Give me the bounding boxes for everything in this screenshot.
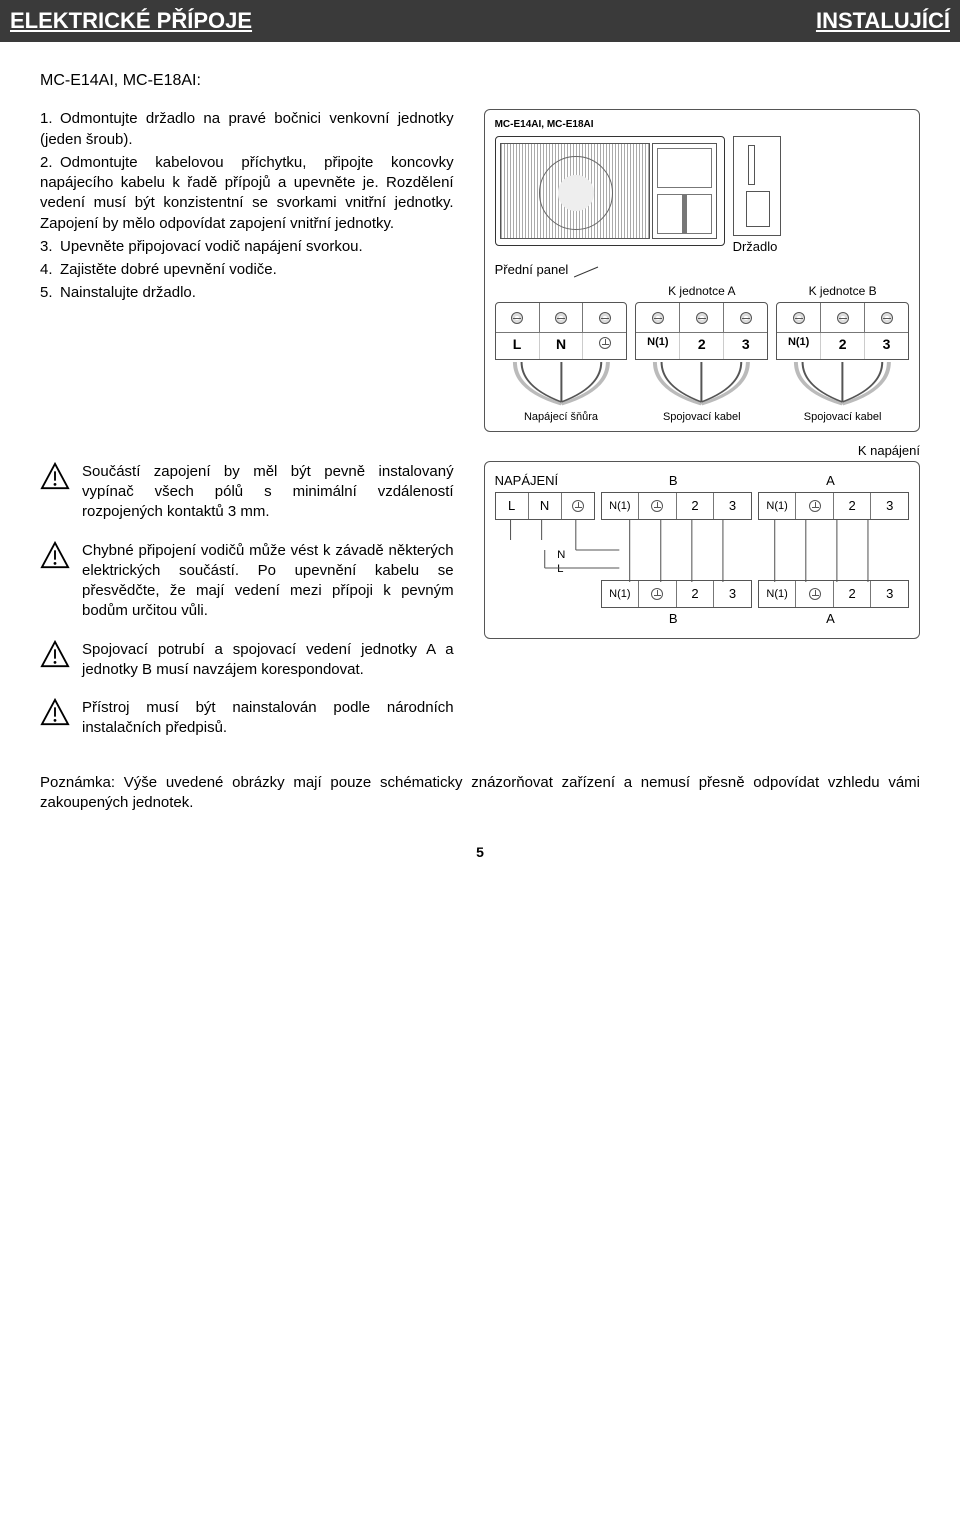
col-b-label: B [595, 472, 752, 490]
col-a-label: A [752, 472, 909, 490]
service-cover-icon [652, 143, 717, 239]
outdoor-unit-icon [495, 136, 725, 246]
footnote: Poznámka: Výše uvedené obrázky mají pouz… [40, 773, 920, 814]
term-b-3: 3 [865, 333, 908, 359]
warning-4: Přístroj musí být nainstalován podle nár… [40, 698, 454, 739]
terminal-unit-b: K jednotce B N(1) 2 3 [776, 283, 909, 360]
page-number: 5 [40, 843, 920, 862]
top-strip-power: L N [495, 492, 595, 520]
page-content: MC-E14AI, MC-E18AI: 1.Odmontujte držadlo… [0, 42, 960, 882]
cable-icon [635, 362, 768, 408]
wiring-diagram: NAPÁJENÍ B A L N N(1) 2 3 [484, 461, 920, 638]
warning-3: Spojovací potrubí a spojovací vedení jed… [40, 640, 454, 681]
cable-icon [495, 362, 628, 408]
terminal-row: L N K jednotce A [495, 283, 909, 360]
warnings-block: Součástí zapojení by měl být pevně insta… [40, 462, 454, 739]
top-strip-a: N(1) 2 3 [758, 492, 909, 520]
bot-a-label: A [826, 610, 835, 628]
term-N: N [540, 333, 584, 359]
instruction-list: 1.Odmontujte držadlo na pravé bočnici ve… [40, 109, 454, 303]
step-3: 3.Upevněte připojovací vodič napájení sv… [40, 237, 454, 257]
step-1: 1.Odmontujte držadlo na pravé bočnici ve… [40, 109, 454, 150]
term-L: L [496, 333, 540, 359]
diagram-column: MC-E14AI, MC-E18AI Držadlo Přední panel [484, 109, 920, 432]
diagram-model-label: MC-E14AI, MC-E18AI [495, 118, 909, 132]
term-gnd [583, 333, 626, 359]
term-a-2: 2 [680, 333, 724, 359]
term-b-n1: N(1) [777, 333, 821, 359]
cable-label-a: Spojovací kabel [635, 410, 768, 425]
term-a-n1: N(1) [636, 333, 680, 359]
bot-b-label: B [669, 610, 678, 628]
term-b-2: 2 [821, 333, 865, 359]
header-title-left: ELEKTRICKÉ PŘÍPOJE [10, 6, 252, 36]
cable-row [495, 362, 909, 408]
front-panel-label: Přední panel [495, 261, 569, 279]
model-heading: MC-E14AI, MC-E18AI: [40, 70, 920, 92]
top-strip-b: N(1) 2 3 [601, 492, 752, 520]
step-4: 4.Zajistěte dobré upevnění vodiče. [40, 260, 454, 280]
wire-connections: N L [495, 520, 909, 582]
warning-2: Chybné připojení vodičů může vést k záva… [40, 541, 454, 622]
warning-icon [40, 640, 70, 668]
instructions-column: 1.Odmontujte držadlo na pravé bočnici ve… [40, 109, 454, 432]
cable-label-power: Napájecí šňůra [495, 410, 628, 425]
terminal-unit-a: K jednotce A N(1) 2 3 [635, 283, 768, 360]
napajeni-label: NAPÁJENÍ [495, 472, 595, 490]
terminal-power: L N [495, 283, 628, 360]
svg-text:N: N [557, 549, 565, 561]
cable-icon [776, 362, 909, 408]
bracket-icon [733, 136, 781, 236]
leader-line-icon [574, 265, 602, 279]
cable-label-b: Spojovací kabel [776, 410, 909, 425]
header-title-right: INSTALUJÍCÍ [816, 6, 950, 36]
warning-1: Součástí zapojení by měl být pevně insta… [40, 462, 454, 523]
header-bar: ELEKTRICKÉ PŘÍPOJE INSTALUJÍCÍ [0, 0, 960, 42]
warning-icon [40, 462, 70, 490]
warning-icon [40, 698, 70, 726]
step-2: 2.Odmontujte kabelovou příchytku, připoj… [40, 153, 454, 234]
svg-text:L: L [557, 563, 563, 575]
outdoor-unit-diagram: MC-E14AI, MC-E18AI Držadlo Přední panel [484, 109, 920, 432]
term-a-3: 3 [724, 333, 767, 359]
warning-icon [40, 541, 70, 569]
k-napajeni-label: K napájení [858, 442, 920, 460]
bot-strip-b: N(1) 2 3 [601, 580, 752, 608]
bot-strip-a: N(1) 2 3 [758, 580, 909, 608]
drzadlo-label: Držadlo [733, 238, 781, 256]
step-5: 5.Nainstalujte držadlo. [40, 283, 454, 303]
fan-grille-icon [500, 143, 650, 239]
